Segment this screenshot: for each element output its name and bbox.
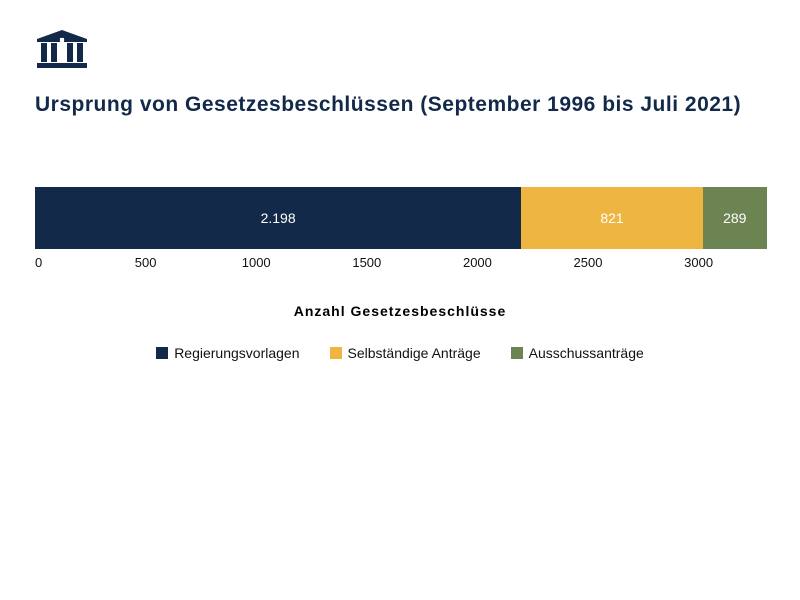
x-tick: 2000 (463, 255, 492, 270)
bar-segment-selbstaendige: 821 (521, 187, 703, 249)
parliament-logo (35, 30, 765, 75)
x-axis: 0 500 1000 1500 2000 2500 3000 (35, 255, 765, 285)
chart-title: Ursprung von Gesetzesbeschlüssen (Septem… (35, 93, 765, 117)
x-tick: 0 (35, 255, 42, 270)
legend-swatch (156, 347, 168, 359)
legend-label: Regierungsvorlagen (174, 345, 299, 361)
page: Ursprung von Gesetzesbeschlüssen (Septem… (0, 0, 800, 600)
x-tick: 500 (135, 255, 157, 270)
bar-segment-regierungsvorlagen: 2.198 (35, 187, 521, 249)
x-axis-label: Anzahl Gesetzesbeschlüsse (35, 303, 765, 319)
stacked-bar: 2.198821289 (35, 187, 765, 249)
legend: Regierungsvorlagen Selbständige Anträge Au… (35, 345, 765, 361)
bar-segment-ausschussantraege: 289 (703, 187, 767, 249)
legend-swatch (330, 347, 342, 359)
chart: 2.198821289 0 500 1000 1500 2000 2500 3000 Anz… (35, 187, 765, 319)
x-tick: 3000 (684, 255, 713, 270)
legend-swatch (511, 347, 523, 359)
legend-item-selbstaendige: Selbständige Anträge (330, 345, 481, 361)
legend-item-regierungsvorlagen: Regierungsvorlagen (156, 345, 299, 361)
legend-label: Ausschussanträge (529, 345, 644, 361)
legend-item-ausschussantraege: Ausschussanträge (511, 345, 644, 361)
x-tick: 2500 (574, 255, 603, 270)
legend-label: Selbständige Anträge (348, 345, 481, 361)
x-tick: 1000 (242, 255, 271, 270)
x-tick: 1500 (352, 255, 381, 270)
